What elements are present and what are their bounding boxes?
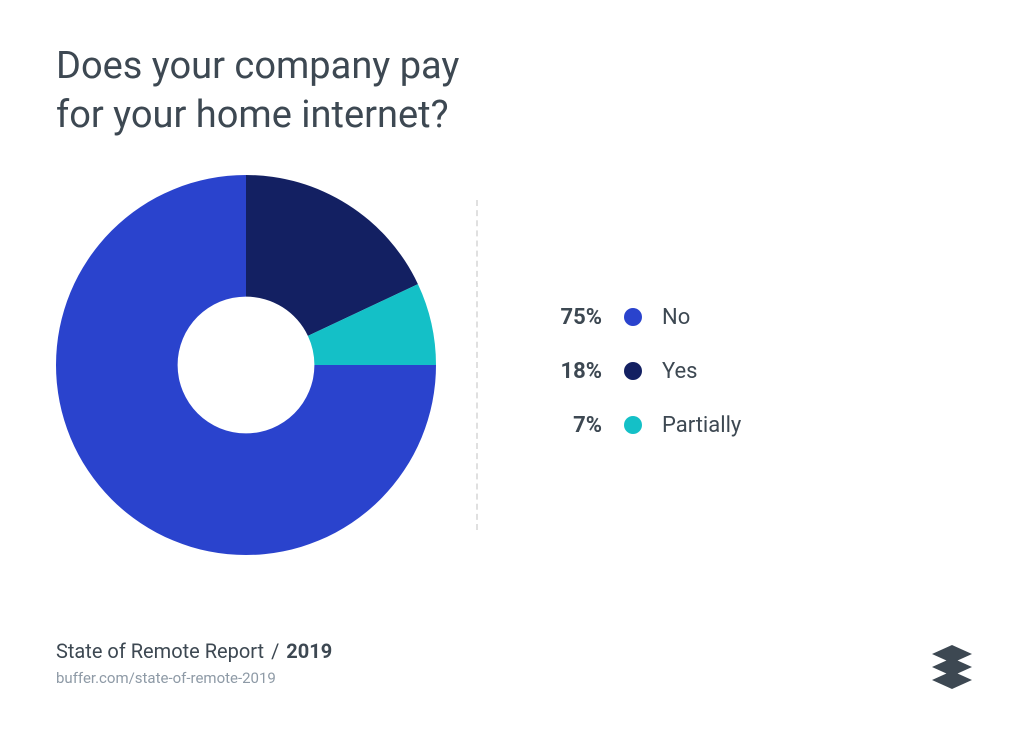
- legend-pct: 18%: [530, 359, 602, 384]
- legend-dot: [624, 308, 642, 326]
- buffer-logo-icon: [932, 645, 972, 685]
- footer-year: 2019: [286, 639, 332, 663]
- footer-title: State of Remote Report / 2019: [56, 639, 332, 663]
- donut-chart: [56, 175, 436, 555]
- footer-url: buffer.com/state-of-remote-2019: [56, 669, 332, 687]
- legend: 75% No 18% Yes 7% Partially: [530, 290, 741, 452]
- footer: State of Remote Report / 2019 buffer.com…: [56, 639, 332, 687]
- vertical-divider: [476, 200, 478, 530]
- legend-label: Yes: [662, 359, 698, 384]
- legend-row: 18% Yes: [530, 344, 741, 398]
- legend-row: 75% No: [530, 290, 741, 344]
- legend-dot: [624, 416, 642, 434]
- chart-title: Does your company pay for your home inte…: [56, 42, 459, 141]
- legend-row: 7% Partially: [530, 398, 741, 452]
- footer-separator: /: [269, 639, 281, 663]
- legend-pct: 7%: [530, 413, 602, 438]
- legend-label: No: [662, 305, 690, 330]
- footer-report-name: State of Remote Report: [56, 639, 264, 663]
- legend-label: Partially: [662, 413, 741, 438]
- legend-pct: 75%: [530, 305, 602, 330]
- legend-dot: [624, 362, 642, 380]
